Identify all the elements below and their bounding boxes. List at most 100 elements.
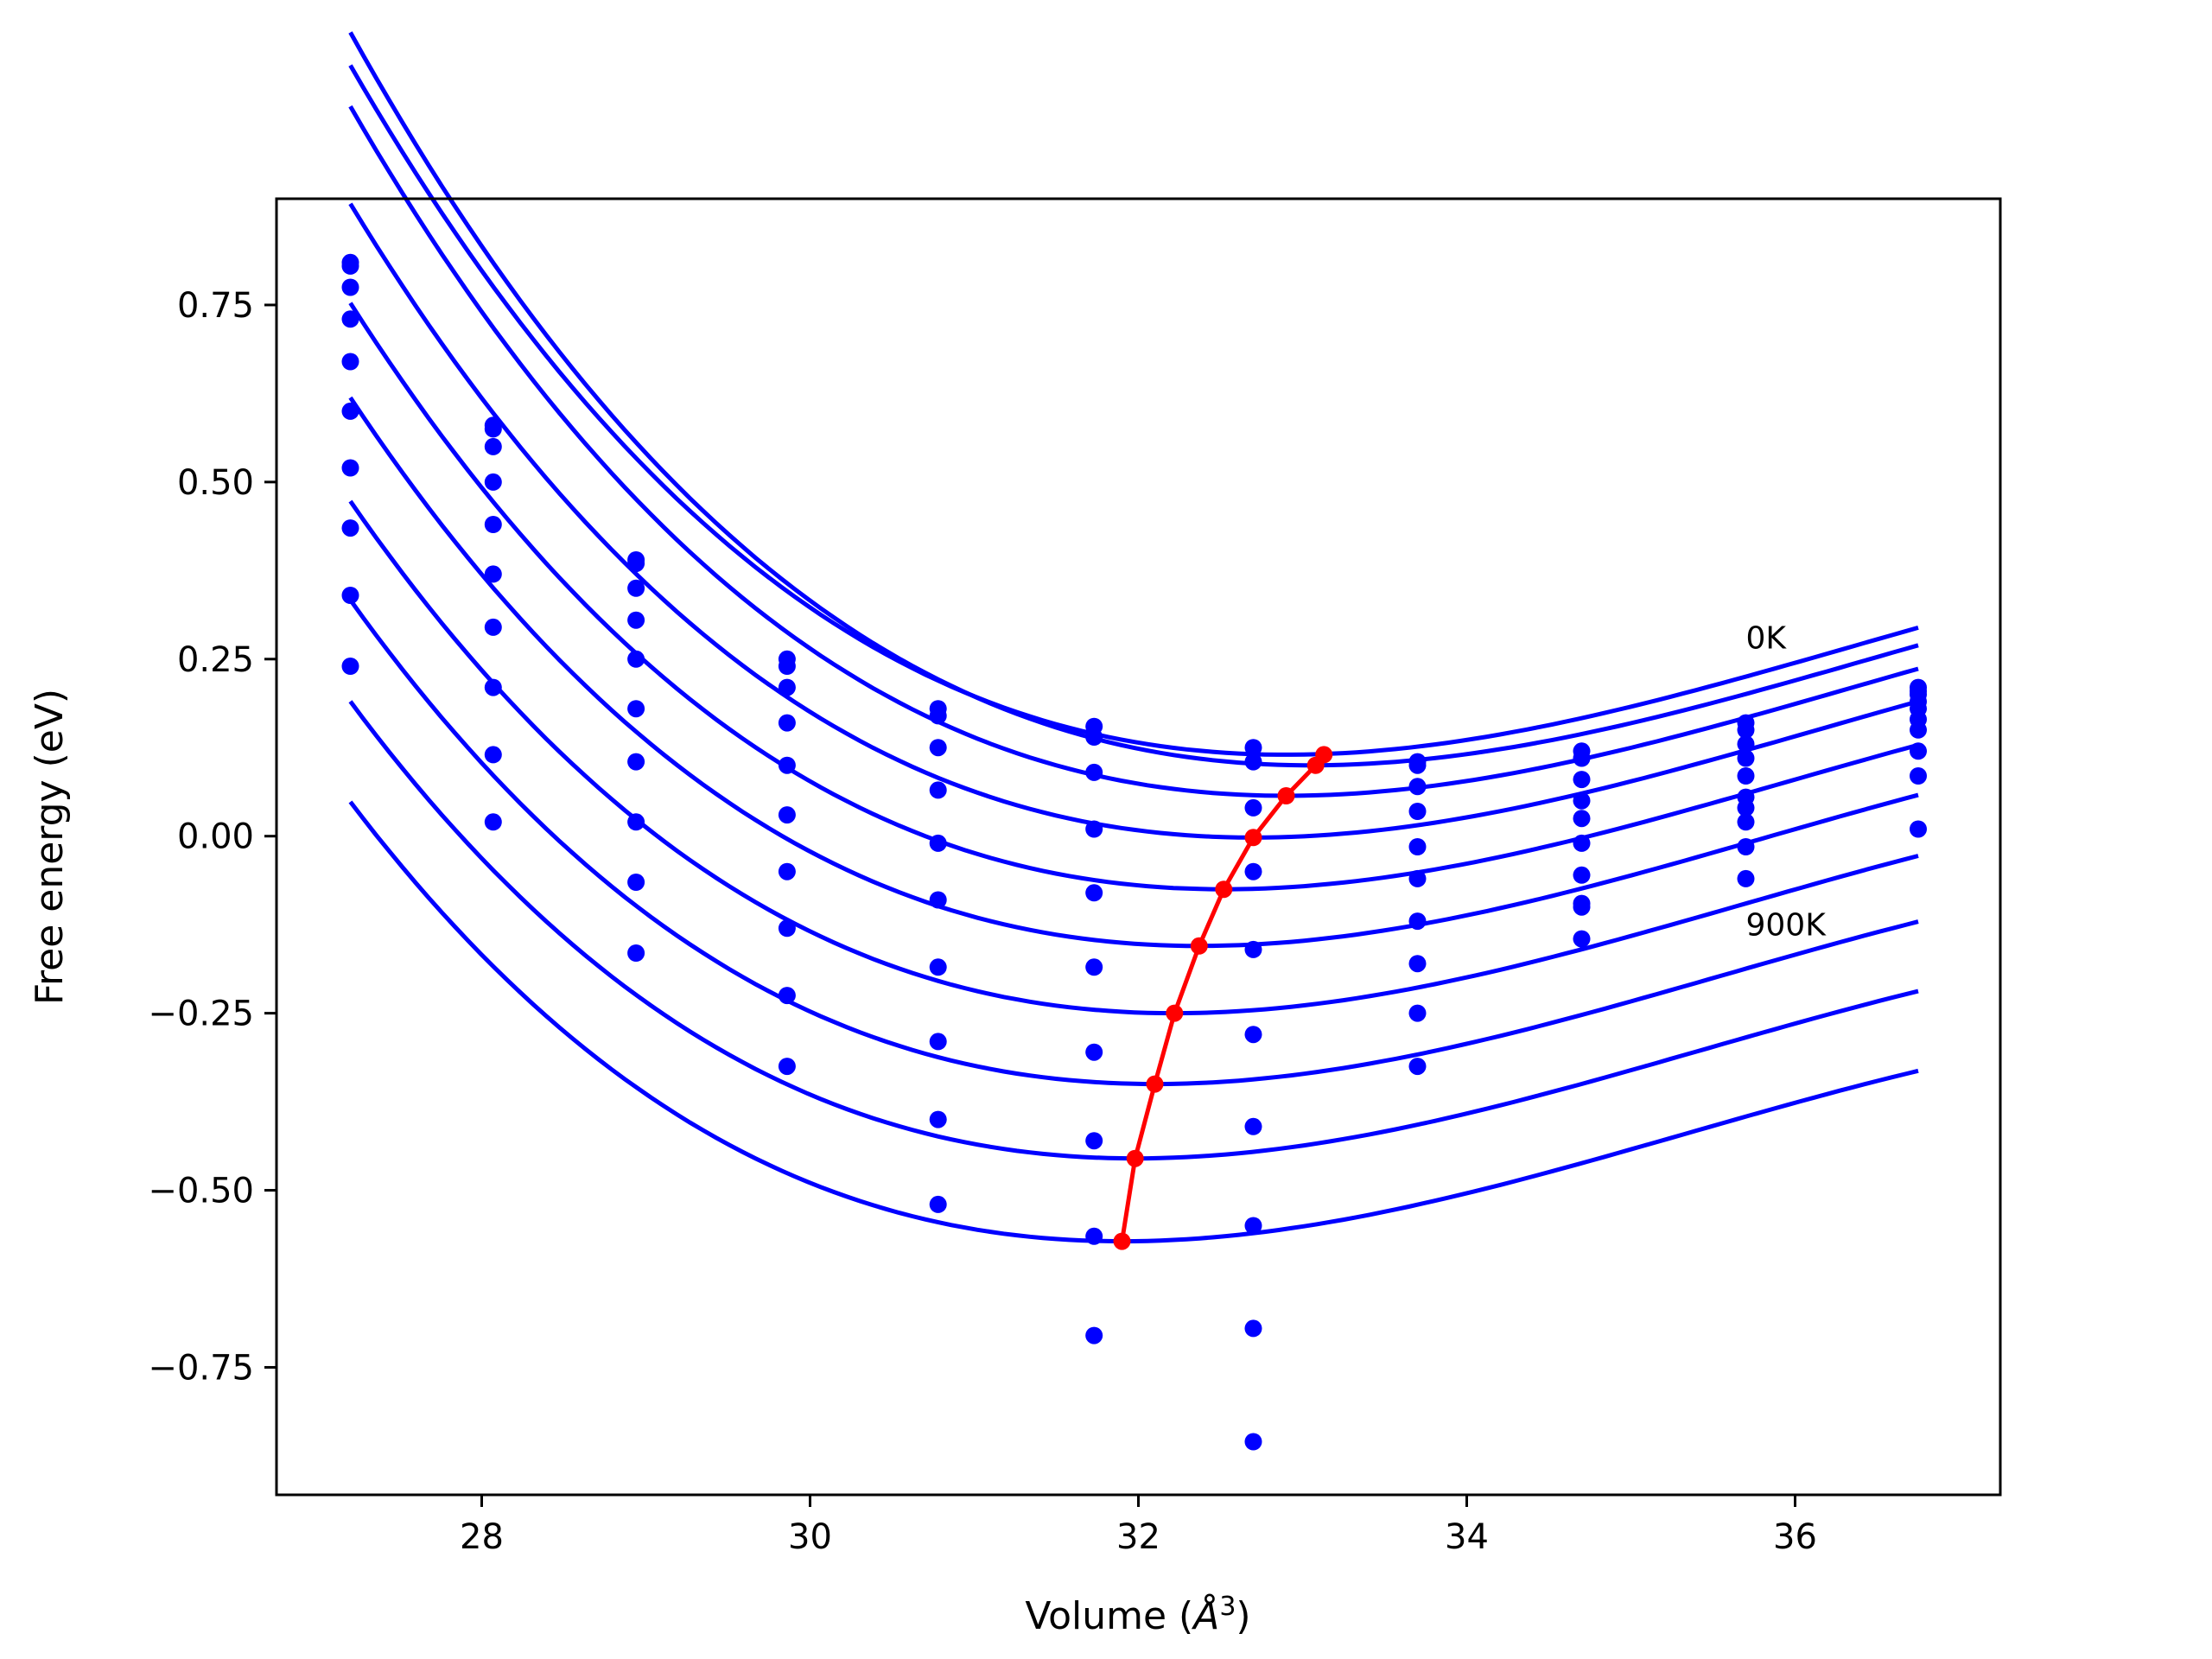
minimum-point [1126, 1149, 1144, 1167]
curve-annotations: 0K 900K [1746, 621, 1827, 944]
data-point [1244, 1217, 1262, 1235]
data-point [1573, 894, 1591, 912]
minimum-point [1146, 1075, 1164, 1093]
y-tick-label: −0.75 [148, 1348, 254, 1388]
y-tick-label: −0.25 [148, 995, 254, 1034]
curve-annotation: 0K [1746, 621, 1788, 657]
fit-curve-6 [348, 396, 1919, 949]
minimum-point [1277, 787, 1295, 804]
y-tick-label: 0.25 [177, 640, 254, 680]
data-point [1737, 869, 1755, 887]
data-point [1408, 869, 1427, 887]
data-point [929, 739, 947, 757]
x-tick-label: 32 [1116, 1517, 1160, 1557]
data-point [1573, 930, 1591, 948]
minimum-point [1190, 937, 1208, 955]
data-point [484, 746, 502, 764]
data-point [1244, 1026, 1262, 1044]
data-point [341, 519, 359, 537]
x-axis-label-close: ) [1236, 1594, 1250, 1638]
y-axis-label: Free energy (eV) [28, 689, 72, 1005]
data-point [778, 678, 796, 696]
data-point [1910, 742, 1927, 760]
data-point [484, 516, 502, 533]
data-point [627, 753, 645, 771]
data-point [1573, 791, 1591, 810]
data-point [627, 944, 645, 962]
y-tick-label: −0.50 [148, 1172, 254, 1211]
minimum-point [1113, 1232, 1131, 1250]
data-point [1737, 721, 1755, 739]
minimum-point [1244, 829, 1262, 847]
data-point [1085, 820, 1103, 838]
data-point [778, 862, 796, 880]
minimum-point [1306, 756, 1325, 774]
data-point [1085, 1043, 1103, 1061]
data-point [627, 813, 645, 831]
data-point [1573, 866, 1591, 884]
data-point [627, 650, 645, 668]
data-point [778, 714, 796, 732]
minimum-line-path [1120, 753, 1326, 1242]
x-axis-exponent: 3 [1219, 1592, 1236, 1622]
data-point [778, 919, 796, 938]
fit-curve-10 [348, 800, 1919, 1244]
data-point [1244, 1117, 1262, 1135]
data-point [778, 1058, 796, 1076]
data-point [484, 618, 502, 636]
data-point [1408, 838, 1427, 855]
data-point [1408, 1004, 1427, 1022]
data-point [929, 707, 947, 725]
data-point [1244, 862, 1262, 880]
data-point [1244, 940, 1262, 958]
y-tick-label: 0.50 [177, 463, 254, 503]
fit-curve-2 [348, 31, 1919, 768]
data-point [1910, 820, 1927, 838]
data-point [484, 678, 502, 696]
data-point [1408, 1058, 1427, 1076]
data-point [929, 1033, 947, 1051]
data-points [341, 253, 1927, 1451]
data-point [341, 310, 359, 328]
fit-curves [348, 31, 1919, 1244]
data-point [341, 402, 359, 420]
data-point [1085, 728, 1103, 746]
x-axis-label: Volume (Å3) [1025, 1592, 1250, 1638]
data-point [1244, 1433, 1262, 1451]
data-point [929, 891, 947, 909]
data-point [929, 781, 947, 799]
data-point [1244, 739, 1262, 757]
data-point [929, 1195, 947, 1213]
data-point [929, 1110, 947, 1128]
data-point [1573, 810, 1591, 828]
data-point [1085, 1132, 1103, 1150]
fit-curve-7 [348, 499, 1919, 1016]
data-point [341, 658, 359, 675]
data-point [1737, 813, 1755, 831]
data-point [1910, 721, 1927, 739]
data-point [1408, 955, 1427, 973]
data-point [778, 806, 796, 824]
data-point [1244, 1319, 1262, 1338]
data-point [484, 813, 502, 831]
fit-curve-1 [348, 64, 1919, 757]
data-point [1085, 884, 1103, 902]
y-tick-label: 0.00 [177, 817, 254, 857]
data-point [1085, 763, 1103, 781]
data-point [341, 353, 359, 371]
data-point [1085, 958, 1103, 976]
curve-annotation: 900K [1746, 908, 1827, 944]
data-point [778, 987, 796, 1005]
y-tick-label: 0.75 [177, 286, 254, 326]
data-point [1408, 756, 1427, 774]
data-point [341, 459, 359, 477]
data-point [1573, 834, 1591, 852]
fit-curve-3 [348, 105, 1919, 798]
y-axis-ticks: 0.75 0.50 0.25 0.00 −0.25 −0.50 −0.75 [148, 286, 276, 1388]
data-point [1085, 1227, 1103, 1245]
data-point [341, 278, 359, 296]
data-point [1244, 798, 1262, 817]
data-point [484, 437, 502, 455]
data-point [778, 756, 796, 774]
